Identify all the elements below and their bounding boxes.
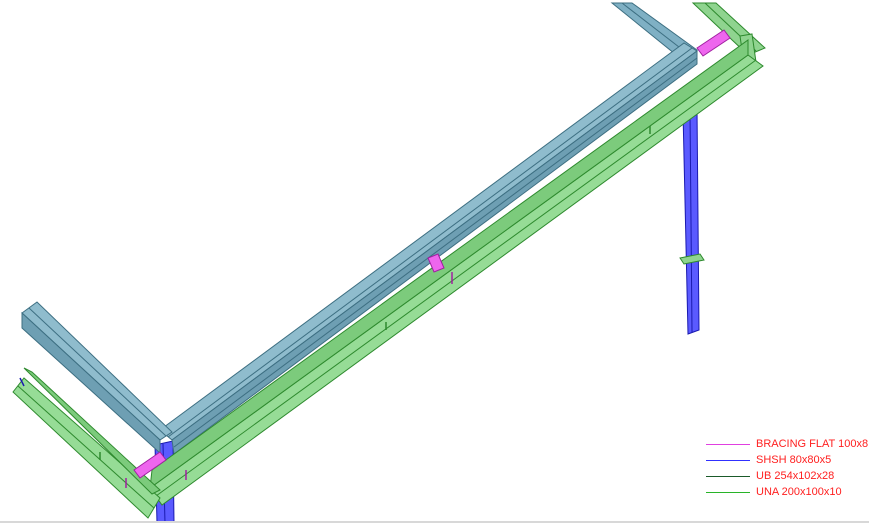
connection-marks xyxy=(19,126,651,488)
legend-swatch xyxy=(706,491,750,493)
bracing-flat-top-right xyxy=(696,29,731,57)
ub-beam-top-return-flange xyxy=(621,2,689,55)
una-angle-main-top-leg xyxy=(149,54,764,506)
column-right-plate xyxy=(679,253,705,265)
bracing-flat-left xyxy=(133,451,167,479)
legend-label: UNA 200x100x10 xyxy=(756,486,842,498)
una-angle-left-return[interactable] xyxy=(12,367,161,519)
column-right[interactable] xyxy=(679,107,705,335)
ub-beam-main-centerline xyxy=(167,47,693,438)
legend-label: UB 254x102x28 xyxy=(756,470,835,482)
ub-beam-left-return[interactable] xyxy=(21,301,173,455)
una-angle-main-vertical-leg xyxy=(149,39,749,490)
viewport-bottom-border xyxy=(0,521,869,523)
legend-label: SHSH 80x80x5 xyxy=(756,454,832,466)
una-angle-left-return-line xyxy=(17,385,155,509)
ub-beam-main-top-flange xyxy=(159,42,698,441)
legend-item-bracing-flat: BRACING FLAT 100x8 xyxy=(706,436,869,452)
bracing-flat-mid xyxy=(427,253,445,273)
una-angle-left-return-leg xyxy=(23,367,161,495)
ub-beam-main-web xyxy=(171,50,698,455)
tick xyxy=(19,377,25,387)
ub-beam-top-return[interactable] xyxy=(610,2,698,59)
ub-beam-main-lower-line xyxy=(173,57,698,448)
una-angle-main[interactable] xyxy=(149,39,764,506)
legend-swatch xyxy=(706,475,750,477)
ub-beam-main[interactable] xyxy=(159,42,698,455)
una-angle-main-line xyxy=(155,59,757,497)
column-right-edge xyxy=(689,111,693,333)
legend-swatch xyxy=(706,443,750,445)
legend-label: BRACING FLAT 100x8 xyxy=(756,438,869,450)
ub-beam-left-return-line xyxy=(28,307,167,437)
legend-item-una: UNA 200x100x10 xyxy=(706,484,866,500)
bracing-flats[interactable] xyxy=(133,29,731,479)
legend-item-ub: UB 254x102x28 xyxy=(706,468,866,484)
legend-item-shsh: SHSH 80x80x5 xyxy=(706,452,866,468)
legend: BRACING FLAT 100x8 SHSH 80x80x5 UB 254x1… xyxy=(706,436,869,500)
legend-swatch xyxy=(706,459,750,461)
